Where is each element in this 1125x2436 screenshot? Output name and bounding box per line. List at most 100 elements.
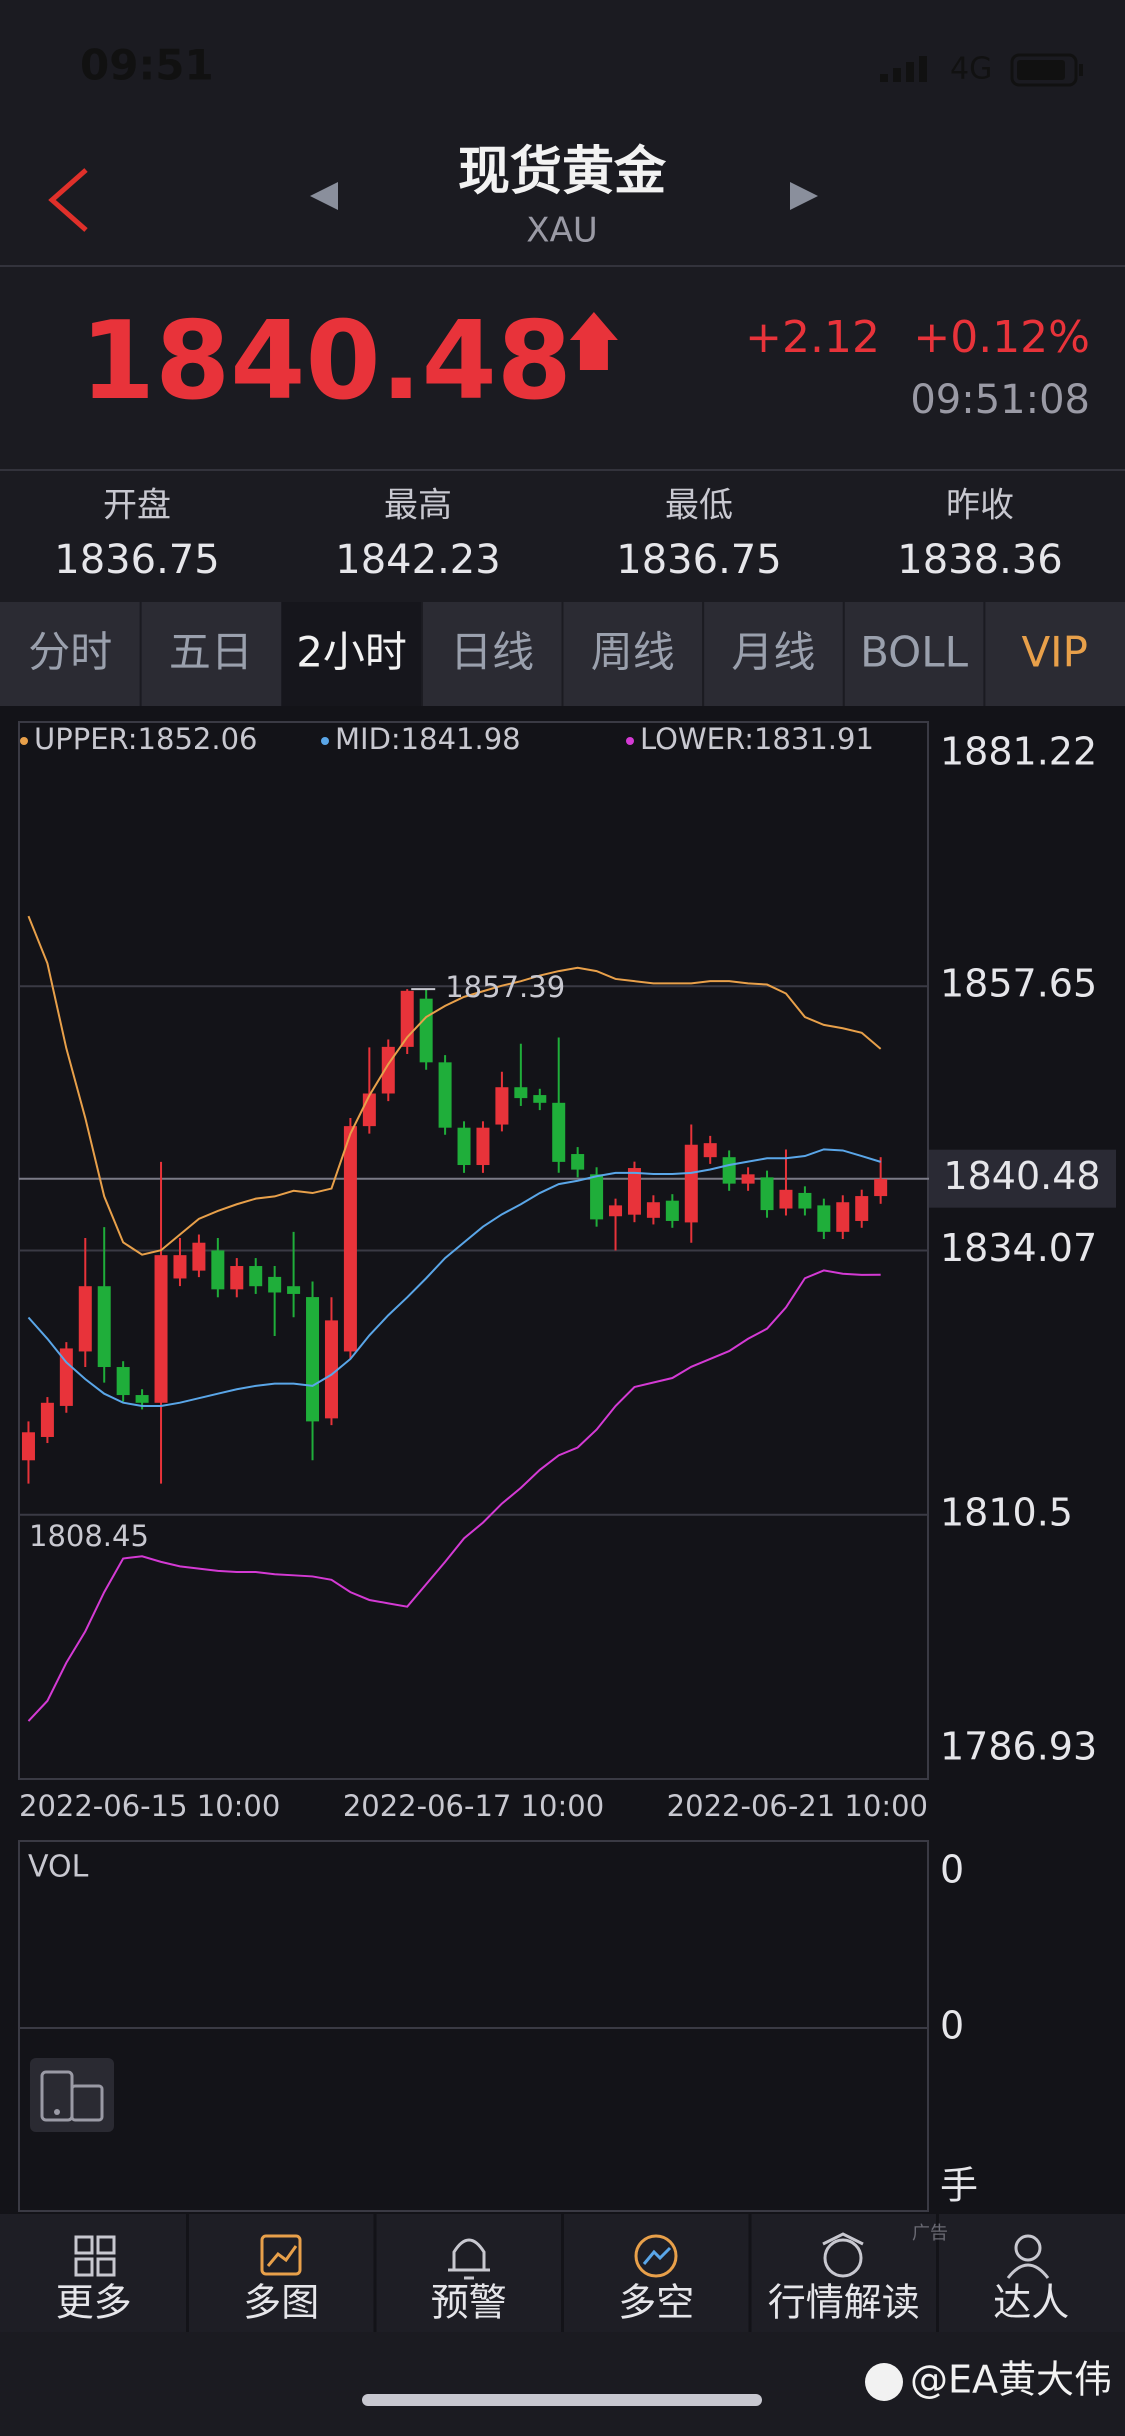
y-tick-label: 0	[940, 2004, 964, 2048]
candle-body	[495, 1087, 509, 1125]
candle-body	[306, 1297, 320, 1422]
candle-body	[230, 1266, 244, 1290]
quote-price: 1840.48	[80, 299, 572, 424]
tab[interactable]: 月线	[731, 628, 815, 677]
stats: 开盘 1836.75 最高 1842.23 最低 1836.75 昨收 1838.36	[54, 486, 1062, 584]
candle-body	[116, 1367, 130, 1396]
tab-bar-items: 更多 多图 预警 多空 行情解读 达人	[56, 2214, 1069, 2332]
legend-entry: LOWER:1831.91	[640, 722, 874, 756]
candle-body	[590, 1174, 604, 1220]
candle-body	[514, 1087, 528, 1099]
rotate-button[interactable]	[30, 2058, 114, 2132]
x-tick-label: 2022-06-21 10:00	[667, 1789, 928, 1823]
tab[interactable]: VIP	[1021, 628, 1087, 677]
candle-body	[741, 1174, 755, 1184]
status-time: 09:51	[80, 41, 214, 90]
legend-dot	[321, 737, 329, 745]
stat-value: 1838.36	[897, 537, 1062, 583]
candle-body	[646, 1202, 660, 1218]
tab-bar-item[interactable]: 更多	[56, 2281, 132, 2325]
candle-body	[287, 1286, 301, 1294]
candle-body	[609, 1205, 623, 1217]
legend-entry: MID:1841.98	[335, 722, 521, 756]
tab-active-bg	[281, 602, 422, 706]
tab[interactable]: 2小时	[296, 628, 407, 677]
volume-label: VOL	[28, 1850, 89, 1885]
candle-body	[173, 1255, 187, 1279]
y-tick-label: 1810.5	[940, 1490, 1073, 1534]
back-button[interactable]	[48, 168, 88, 232]
tab-bar-item[interactable]: 多图	[243, 2281, 319, 2325]
last-price-box	[929, 1149, 1116, 1208]
stat-label: 昨收	[946, 486, 1014, 526]
watermark-icon	[865, 2363, 903, 2401]
tab[interactable]: 日线	[450, 628, 534, 677]
candle-body	[343, 1126, 357, 1352]
legend-dot	[20, 737, 28, 745]
next-button[interactable]	[790, 182, 818, 210]
candle-body	[571, 1154, 585, 1170]
tab-bar-item[interactable]: 达人	[993, 2281, 1069, 2325]
candle-body	[779, 1189, 793, 1209]
signal-icon	[880, 56, 927, 82]
candle-body	[362, 1093, 376, 1127]
volume-frame	[18, 1840, 929, 2212]
candle-body	[78, 1286, 92, 1352]
candle-body	[476, 1127, 490, 1166]
home-indicator	[362, 2394, 762, 2406]
up-arrow	[569, 312, 618, 370]
ad-label: 广告	[912, 2223, 948, 2244]
volume-panel: VOL 0 0 手	[19, 1848, 978, 2208]
candle-body	[552, 1102, 566, 1162]
tab[interactable]: 周线	[591, 628, 675, 677]
annotation: 1808.45	[29, 1519, 149, 1553]
band-line	[27, 915, 882, 1256]
stat-value: 1836.75	[616, 537, 781, 583]
chart-background	[0, 706, 1125, 2214]
candle-body	[419, 998, 433, 1063]
candle-body	[722, 1157, 736, 1184]
candle-body	[627, 1168, 641, 1215]
watermark: @EA黄大伟	[910, 2358, 1112, 2402]
tab[interactable]: BOLL	[860, 628, 969, 677]
legend-entry: UPPER:1852.06	[34, 722, 257, 756]
tabs: 分时 五日 2小时 日线 周线 月线 BOLL VIP	[28, 602, 1088, 706]
network-label: 4G	[950, 52, 992, 87]
quote-change: +2.12	[745, 312, 880, 363]
volume-unit: 手	[940, 2164, 978, 2208]
candle-body	[59, 1348, 73, 1406]
header-subtitle: XAU	[526, 211, 597, 251]
tab-bar-item[interactable]: 多空	[618, 2281, 694, 2325]
x-tick-label: 2022-06-15 10:00	[19, 1789, 280, 1823]
candle-body	[40, 1402, 54, 1437]
y-tick-label: 1786.93	[940, 1725, 1097, 1769]
prev-button[interactable]	[310, 182, 338, 210]
candle-body	[21, 1432, 35, 1461]
candle-body	[135, 1395, 149, 1403]
candle-body	[665, 1200, 679, 1221]
battery-icon	[1010, 53, 1083, 87]
candle-body	[874, 1178, 888, 1197]
candle-body	[457, 1127, 471, 1166]
candlestick-chart: 1786.93 1810.5 1834.07 1857.65 1881.22 1840.4…	[19, 722, 1116, 1823]
y-tick-label: 0	[940, 1848, 964, 1892]
band-line	[27, 1269, 881, 1722]
candle-body	[836, 1202, 850, 1232]
stat-label: 最低	[665, 486, 733, 526]
candle-body	[192, 1242, 206, 1271]
tab-bar-item[interactable]: 预警	[431, 2281, 507, 2325]
candle-body	[97, 1286, 111, 1368]
y-tick-label: 1834.07	[940, 1226, 1097, 1270]
tab[interactable]: 分时	[28, 628, 112, 677]
candle-body	[211, 1250, 225, 1290]
stat-label: 开盘	[103, 486, 171, 526]
quote-change-pct: +0.12%	[913, 312, 1090, 363]
stat-value: 1842.23	[335, 537, 500, 583]
quote-time: 09:51:08	[910, 377, 1090, 423]
tab[interactable]: 五日	[169, 628, 253, 677]
stat-label: 最高	[384, 486, 452, 526]
x-tick-label: 2022-06-17 10:00	[343, 1789, 604, 1823]
tab-bar-item[interactable]: 行情解读	[768, 2281, 920, 2325]
tab-icons	[74, 2232, 1050, 2280]
